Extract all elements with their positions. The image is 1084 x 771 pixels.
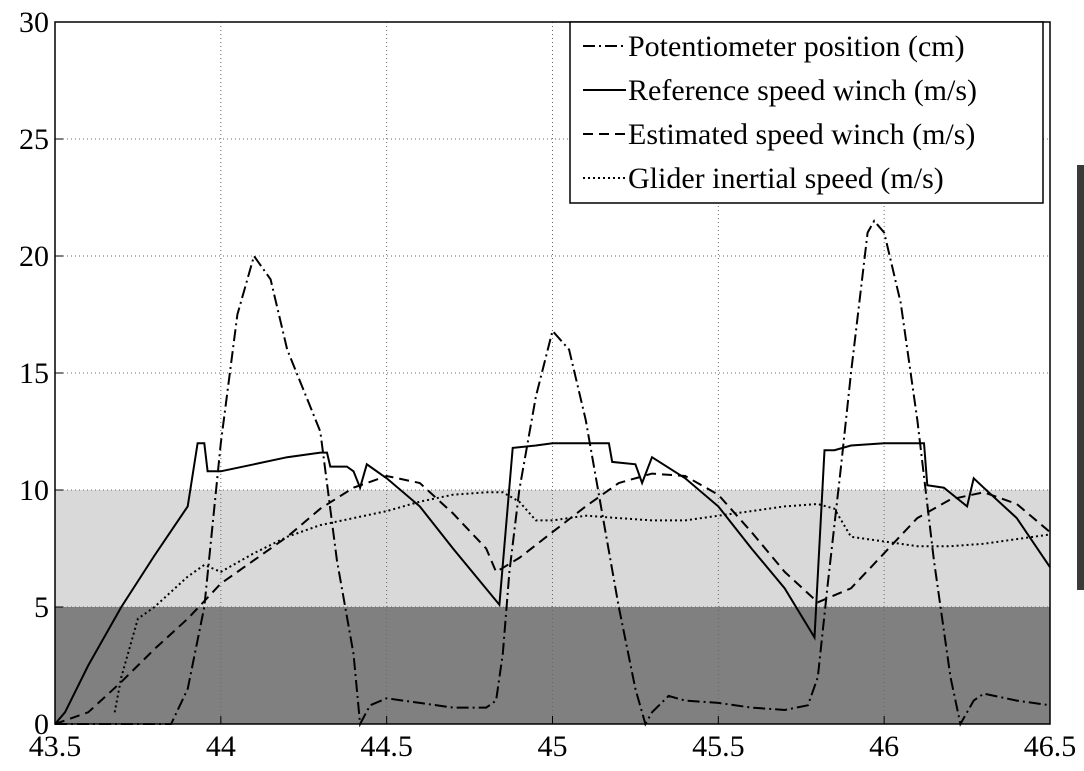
series-line <box>54 472 1051 725</box>
legend-label: Glider inertial speed (m/s) <box>628 162 944 195</box>
x-tick-label: 46 <box>869 730 899 763</box>
y-tick-label: 30 <box>19 6 49 39</box>
side-photo-strip <box>1077 165 1084 590</box>
legend-label: Estimated speed winch (m/s) <box>628 118 975 151</box>
legend-box <box>569 21 1044 204</box>
x-tick-label: 43.5 <box>29 730 82 763</box>
y-tick-label: 0 <box>34 708 49 741</box>
x-tick-label: 44 <box>206 730 236 763</box>
series-line <box>54 442 1051 725</box>
y-tick-label: 10 <box>19 474 49 507</box>
x-tick-label: 46.5 <box>1024 730 1077 763</box>
series-line <box>113 491 1051 713</box>
legend-label: Reference speed winch (m/s) <box>628 74 977 107</box>
y-tick-label: 20 <box>19 240 49 273</box>
y-tick-label: 5 <box>34 591 49 624</box>
x-tick-label: 45.5 <box>692 730 745 763</box>
series-line <box>55 219 1051 728</box>
x-tick-label: 45 <box>538 730 568 763</box>
y-tick-label: 25 <box>19 123 49 156</box>
plot-frame <box>54 21 1051 725</box>
band <box>55 490 1050 607</box>
x-tick-label: 44.5 <box>360 730 413 763</box>
legend-label: Potentiometer position (cm) <box>628 30 965 63</box>
y-tick-label: 15 <box>19 357 49 390</box>
